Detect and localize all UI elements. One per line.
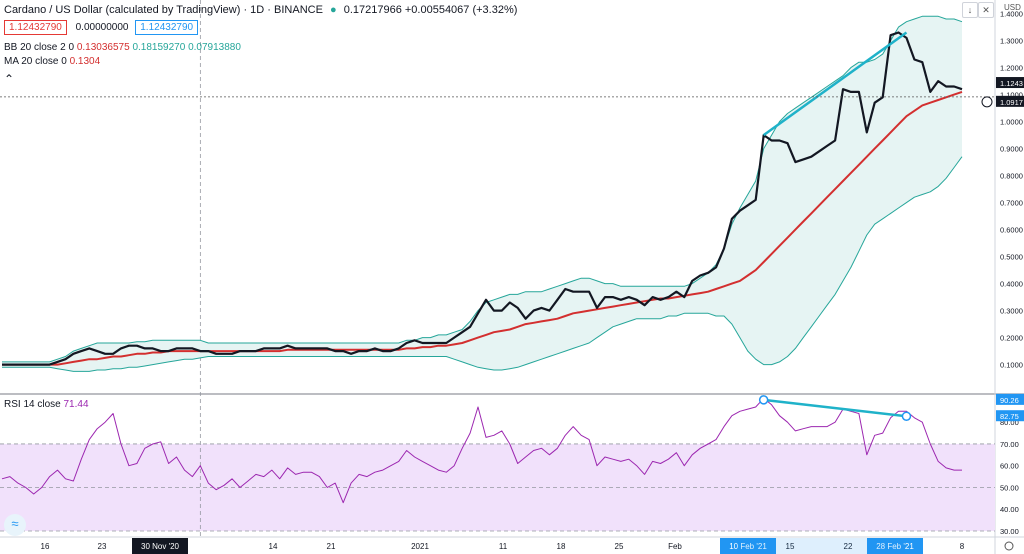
- y-tick-label: 1.1000: [1000, 91, 1023, 100]
- arrow-down-icon[interactable]: ↓: [962, 2, 978, 18]
- x-tick-label: 15: [786, 542, 795, 551]
- trend-handle: [901, 411, 912, 421]
- series-line-bb-lower: [2, 156, 963, 372]
- x-tick-label: 16: [41, 542, 50, 551]
- add-level-icon: [981, 96, 993, 108]
- x-tick-label: 22: [844, 542, 853, 551]
- rsi-value: 71.44: [63, 399, 89, 410]
- y-tick-label: 1.3000: [1000, 37, 1023, 46]
- trend-handle: [758, 395, 769, 405]
- y-tick-label: 0.6000: [1000, 226, 1023, 235]
- x-tick-label: 25: [615, 542, 624, 551]
- y-tick-label: 0.9000: [1000, 145, 1023, 154]
- price-label-bg: [996, 77, 1024, 89]
- rsi-tick-label: 80.00: [1000, 418, 1019, 427]
- y-tick-label: 0.2000: [1000, 334, 1023, 343]
- x-tick-label: 11: [499, 542, 508, 551]
- eye-icon[interactable]: ●: [329, 4, 337, 16]
- tradingview-logo-icon[interactable]: ≈: [4, 514, 26, 536]
- rsi-tick-label: 30.00: [1000, 527, 1019, 536]
- collapse-icon[interactable]: ⌃: [4, 72, 15, 86]
- order-boxes: 1.12432790 0.00000000 1.12432790: [4, 20, 200, 35]
- rsi-tick-label: 70.00: [1000, 440, 1019, 449]
- x-tick-label: 14: [269, 542, 278, 551]
- series-line-ma-20: [2, 90, 963, 366]
- bb-label: BB 20 close 2 0: [4, 42, 75, 53]
- bb-legend[interactable]: BB 20 close 2 0 0.13036575 0.18159270 0.…: [4, 42, 241, 53]
- rsi-tick-label: 50.00: [1000, 483, 1019, 492]
- series-line-rsi: [1, 397, 962, 504]
- sell-box[interactable]: 1.12432790: [4, 20, 67, 35]
- price-label-bg: [996, 95, 1024, 107]
- chart-header: Cardano / US Dollar (calculated by Tradi…: [4, 4, 517, 16]
- rsi-label: RSI 14 close: [4, 399, 61, 410]
- time-highlight-bg: [132, 538, 188, 554]
- time-highlight-bg: [720, 538, 776, 554]
- bb-upper: 0.18159270: [132, 42, 186, 53]
- rsi-value-label-bg: [996, 410, 1024, 422]
- y-tick-label: 0.1000: [1000, 361, 1023, 370]
- x-tick-label: 21: [327, 542, 336, 551]
- symbol-title[interactable]: Cardano / US Dollar (calculated by Tradi…: [4, 4, 323, 16]
- time-range-highlight: [737, 538, 905, 554]
- rsi-value-label: 82.75: [1000, 412, 1019, 421]
- rsi-legend[interactable]: RSI 14 close 71.44: [4, 399, 89, 410]
- y-tick-label: 1.0000: [1000, 118, 1023, 127]
- series-line-close: [2, 31, 963, 366]
- price-label: 1.0917: [1000, 98, 1023, 107]
- bb-basis: 0.13036575: [76, 42, 130, 53]
- x-tick-label: Feb: [668, 542, 682, 551]
- price-axis-bg: [995, 0, 1024, 554]
- ma-legend[interactable]: MA 20 close 0 0.1304: [4, 56, 100, 67]
- buy-box[interactable]: 1.12432790: [135, 20, 199, 35]
- time-highlight-bg: [867, 538, 923, 554]
- y-tick-label: 0.7000: [1000, 199, 1023, 208]
- settings-gear-icon: [1004, 541, 1014, 551]
- x-tick-label: 18: [557, 542, 566, 551]
- y-tick-label: 1.2000: [1000, 64, 1023, 73]
- rsi-tick-label: 60.00: [1000, 462, 1019, 471]
- x-tick-label: 10 Feb '21: [729, 542, 767, 551]
- spread-value: 0.00000000: [75, 22, 129, 33]
- y-tick-label: 0.3000: [1000, 307, 1023, 316]
- y-tick-label: 0.4000: [1000, 280, 1023, 289]
- bollinger-fill: [2, 16, 962, 372]
- ohlc-readout: 0.17217966 +0.00554067 (+3.32%): [343, 4, 518, 16]
- bb-lower: 0.07913880: [188, 42, 241, 53]
- rsi-tick-label: 40.00: [1000, 505, 1019, 514]
- x-tick-label: 28 Feb '21: [876, 542, 914, 551]
- rsi-value-label: 90.26: [1000, 396, 1019, 405]
- ma-value: 0.1304: [69, 56, 101, 67]
- x-tick-label: 8: [960, 542, 965, 551]
- y-tick-label: 1.4000: [1000, 10, 1023, 19]
- x-tick-label: 30 Nov '20: [141, 542, 180, 551]
- trend-line-price: [762, 31, 908, 137]
- x-tick-label: 2021: [411, 542, 429, 551]
- rsi-value-label-bg: [996, 393, 1024, 405]
- close-icon[interactable]: ✕: [978, 2, 994, 18]
- x-tick-label: 23: [98, 542, 107, 551]
- price-label: 1.1243: [1000, 79, 1023, 88]
- currency-label: USD: [1004, 3, 1021, 12]
- trend-line-rsi: [763, 398, 907, 418]
- y-tick-label: 0.5000: [1000, 253, 1023, 262]
- y-tick-label: 0.8000: [1000, 172, 1023, 181]
- ma-label: MA 20 close 0: [4, 56, 67, 67]
